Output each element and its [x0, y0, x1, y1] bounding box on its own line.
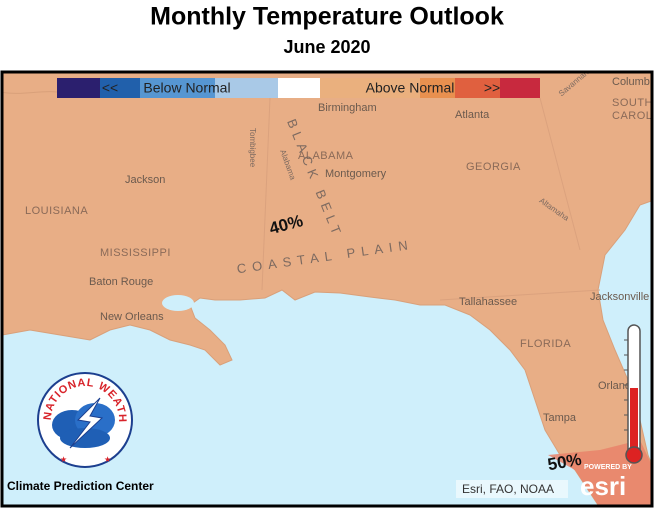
legend-swatch [500, 78, 540, 98]
city-label: Tampa [543, 412, 577, 424]
state-label: GEORGIA [466, 161, 521, 173]
warm-region [548, 440, 651, 505]
legend-swatch [215, 78, 278, 98]
river-label: Tombigbee [248, 128, 257, 168]
attribution: Esri, FAO, NOAA [462, 482, 554, 496]
legend-label: Below Normal [143, 80, 230, 96]
land [3, 73, 651, 505]
border [3, 91, 58, 94]
state-borders [261, 97, 601, 301]
legend-swatch [455, 78, 500, 98]
map-frame [0, 70, 654, 508]
city-label: Baton Rouge [89, 276, 153, 288]
city-label: Montgomery [325, 168, 387, 180]
state-label: LOUISIANA [25, 205, 88, 217]
city-label: Atlanta [455, 109, 490, 121]
state-label: ALABAMA [298, 150, 354, 162]
powered-by: POWERED BY [584, 464, 632, 471]
state-label: MISSISSIPPI [100, 247, 171, 259]
legend-swatch [420, 78, 455, 98]
subtitle: June 2020 [283, 37, 370, 57]
city-label: New Orleans [100, 311, 164, 323]
state-label: SOUTH [612, 97, 653, 109]
esri-brand: esri [580, 471, 626, 501]
state-label: CAROLINA [612, 110, 655, 122]
credit: Climate Prediction Center [7, 479, 154, 493]
attribution-bg [456, 480, 568, 498]
city-label: Birmingham [318, 102, 377, 114]
svg-text:★: ★ [60, 455, 67, 464]
city-label: Jacksonville [590, 291, 649, 303]
svg-text:★: ★ [104, 455, 111, 464]
legend-swatch [320, 78, 420, 98]
title: Monthly Temperature Outlook [150, 3, 504, 31]
lake [162, 295, 194, 311]
legend-arrow: << [102, 80, 118, 96]
city-label: Jackson [125, 174, 165, 186]
legend-label: Above Normal [366, 80, 455, 96]
city-label: Tallahassee [459, 296, 517, 308]
legend-swatch [278, 78, 320, 98]
state-label: FLORIDA [520, 338, 571, 350]
city-label: Columbia [612, 76, 655, 88]
legend-swatch [100, 78, 140, 98]
legend-swatch [57, 78, 100, 98]
thermometer [624, 324, 643, 464]
legend-swatch [140, 78, 215, 98]
legend-arrow: >> [484, 80, 500, 96]
